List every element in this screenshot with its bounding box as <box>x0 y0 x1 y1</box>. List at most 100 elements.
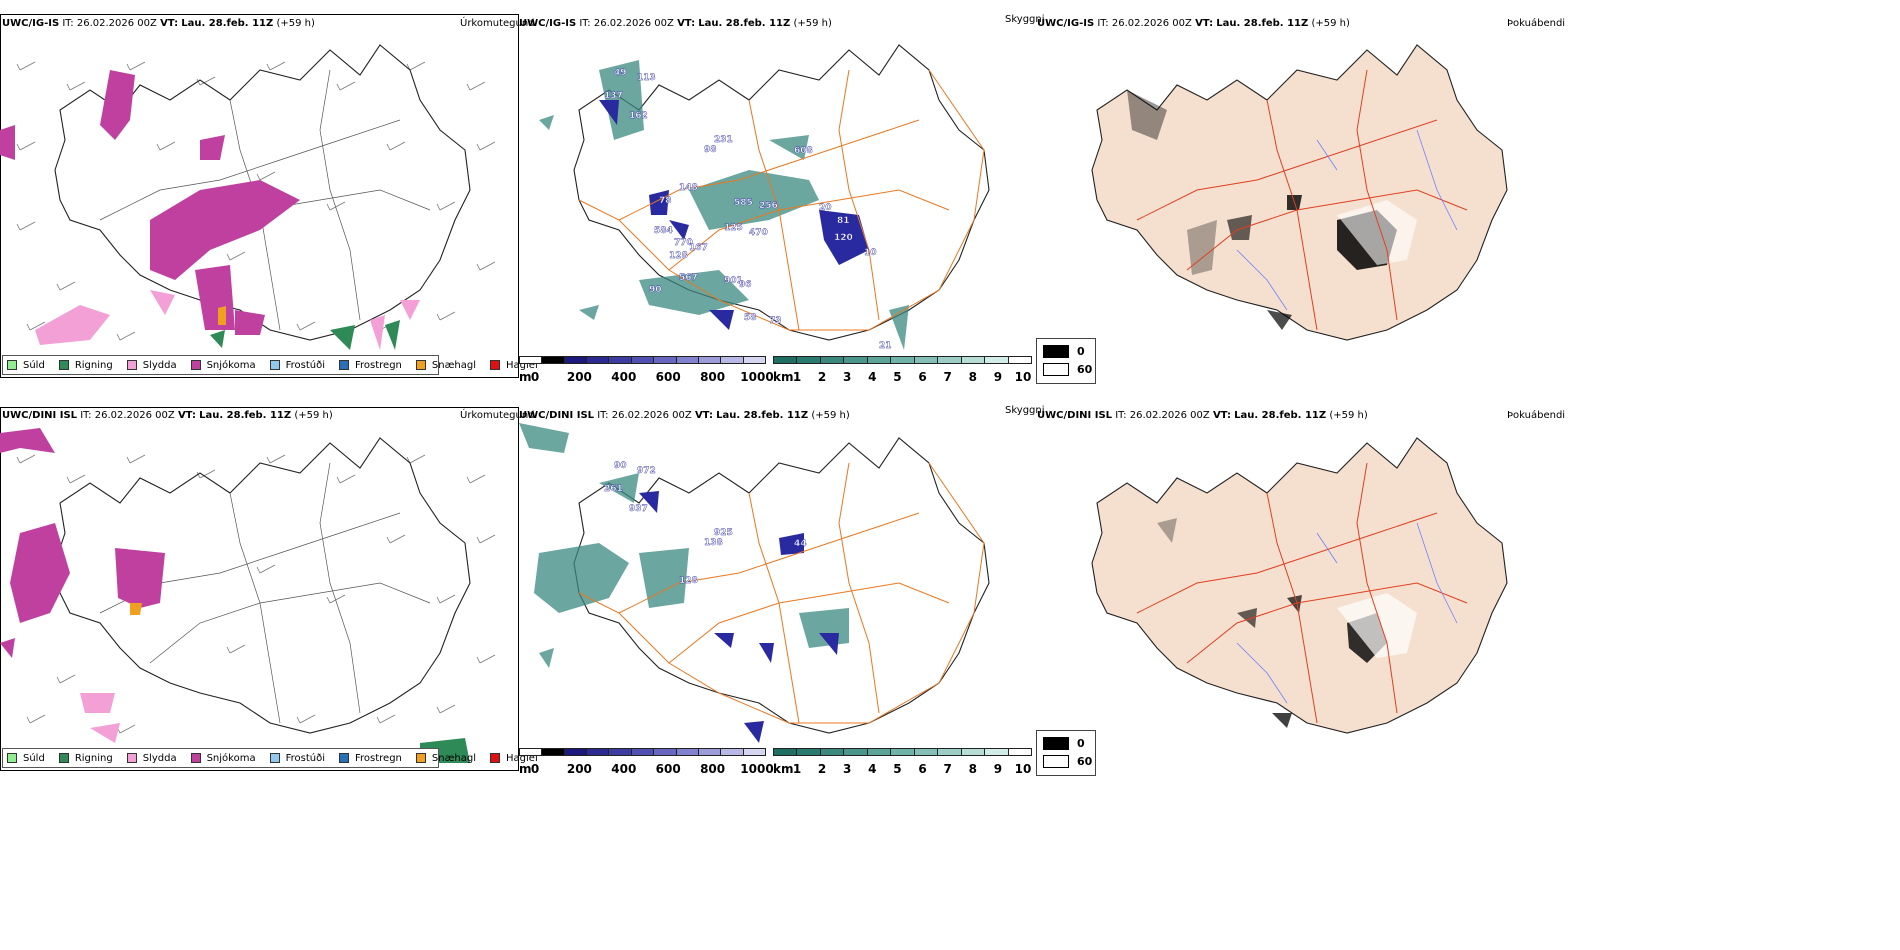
cloud-base-label: 96 <box>739 280 752 290</box>
colorbar-segment <box>586 748 610 756</box>
colorbar-tick: 1000 <box>740 370 774 384</box>
cloud-base-label: 120 <box>834 233 853 243</box>
legend-label: Rigning <box>74 359 113 371</box>
colorbar-segment <box>653 748 677 756</box>
colorbar-tick: 0 <box>530 370 540 384</box>
cloud-base-label: 113 <box>637 73 656 83</box>
colorbar-unit: m <box>519 762 532 776</box>
roads <box>1136 69 1468 331</box>
it-label: IT: <box>579 18 591 29</box>
colorbar-segment <box>653 356 677 364</box>
fog-map-1 <box>1091 44 1508 341</box>
cloud-base-label: 73 <box>769 316 782 326</box>
legend-swatch <box>126 360 137 370</box>
colorbar-segment <box>890 356 915 364</box>
legend-label: Súld <box>23 359 45 371</box>
cloud-base-label: 770 <box>674 238 693 248</box>
colorbar-segment <box>796 356 821 364</box>
legend-swatch <box>415 360 426 370</box>
legend-label: Snæhagl <box>431 752 477 764</box>
colorbar-tick: 0 <box>530 762 540 776</box>
cloud-base-label: 137 <box>604 91 623 101</box>
glacier <box>1337 200 1417 265</box>
cloud-base-label: 925 <box>714 528 733 538</box>
vt-label: VT: <box>177 410 196 421</box>
legend-swatch <box>339 753 349 763</box>
colorbar-tick: 9 <box>993 370 1003 384</box>
colorbar-segment <box>819 356 845 364</box>
colorbar-segment <box>937 356 962 364</box>
colorbar-tick: 2 <box>817 370 827 384</box>
vt-label: VT: <box>1212 410 1231 421</box>
colorbar-segment <box>675 356 699 364</box>
legend-item-frostudi: Frostúði <box>269 753 325 764</box>
sleet-areas <box>80 693 120 743</box>
colorbar-segment <box>541 748 565 756</box>
colorbar-segment <box>563 748 588 756</box>
cloud-title-1: Skyggni <box>1005 14 1045 25</box>
colorbar-segment <box>697 356 722 364</box>
cloud-base-label: 81 <box>837 216 850 226</box>
roads <box>578 69 985 331</box>
colorbar-tick: 3 <box>843 370 852 384</box>
iceland-land <box>1091 44 1508 341</box>
colorbar-segment <box>984 356 1009 364</box>
legend-label: Snjókoma <box>206 359 256 371</box>
model-name: UWC/IG-IS <box>1037 18 1095 29</box>
vt-value: Lau. 28.feb. 11Z <box>199 410 292 421</box>
colorbar-tick: 6 <box>918 370 927 384</box>
fog-swatch <box>1043 345 1069 358</box>
colorbar-unit: m <box>519 370 532 384</box>
vis-areas <box>539 60 909 350</box>
model-name: UWC/IG-IS <box>2 18 60 29</box>
iceland-coastline <box>54 44 471 341</box>
it-label: IT: <box>62 18 74 29</box>
cloud-base-label: 148 <box>679 183 698 193</box>
model-name: UWC/IG-IS <box>519 18 577 29</box>
cloud-base-label: 162 <box>629 111 648 121</box>
cloud-header-2: UWC/DINI ISL IT: 26.02.2026 00Z VT: Lau.… <box>519 410 850 422</box>
legend-label: Haglél <box>506 359 538 371</box>
wind-barbs <box>16 454 496 734</box>
precip-header-1: UWC/IG-IS IT: 26.02.2026 00Z VT: Lau. 28… <box>2 18 315 30</box>
colorbar-segment <box>819 748 845 756</box>
colorbar-segment <box>720 748 744 756</box>
colorbar-segment <box>742 356 766 364</box>
legend-item-frostregn: Frostregn <box>339 360 402 371</box>
colorbar-segment <box>913 748 939 756</box>
cloud-base-label: 125 <box>724 223 743 233</box>
cloud-base-label: 44 <box>794 539 807 549</box>
colorbar-segment <box>697 748 722 756</box>
legend-swatch <box>490 360 501 370</box>
graupel-area <box>130 603 142 615</box>
graupel-area <box>218 306 226 325</box>
vt-value: Lau. 28.feb. 11Z <box>1234 410 1327 421</box>
colorbar-segment <box>586 356 610 364</box>
legend-item-suld: Súld <box>7 360 45 371</box>
precip-map-1 <box>0 44 496 350</box>
colorbar-tick: 200 <box>566 762 592 776</box>
it-value: 26.02.2026 00Z <box>76 18 157 29</box>
legend-label: Rigning <box>74 752 113 764</box>
cloud-base-label: 470 <box>749 228 768 238</box>
snow-areas <box>0 428 165 658</box>
fog-map-2 <box>1091 437 1508 734</box>
cloud-base-label: 128 <box>679 576 698 586</box>
it-label: IT: <box>1115 410 1127 421</box>
legend-label: Frostregn <box>355 359 402 371</box>
rivers <box>1236 522 1458 704</box>
legend-swatch <box>415 753 426 763</box>
cloud-base-colorbar: m 0 200 400 600 800 1000 <box>519 356 774 388</box>
cloud-base-label: 231 <box>714 135 733 145</box>
colorbar-tick: 7 <box>943 370 952 384</box>
cloud-base-label: 58 <box>744 313 757 323</box>
iceland-coastline <box>54 437 471 734</box>
visibility-colorbar: km 1 2 3 4 5 6 7 8 9 10 <box>773 356 1035 388</box>
colorbar-tick: 8 <box>968 762 977 776</box>
fog-legend-1: 0 60 <box>1036 338 1096 384</box>
colorbar-tick: 800 <box>700 762 726 776</box>
colorbar-tick: 3 <box>843 762 852 776</box>
precip-map-frame-1 <box>0 14 519 378</box>
colorbar-unit: km <box>773 370 794 384</box>
